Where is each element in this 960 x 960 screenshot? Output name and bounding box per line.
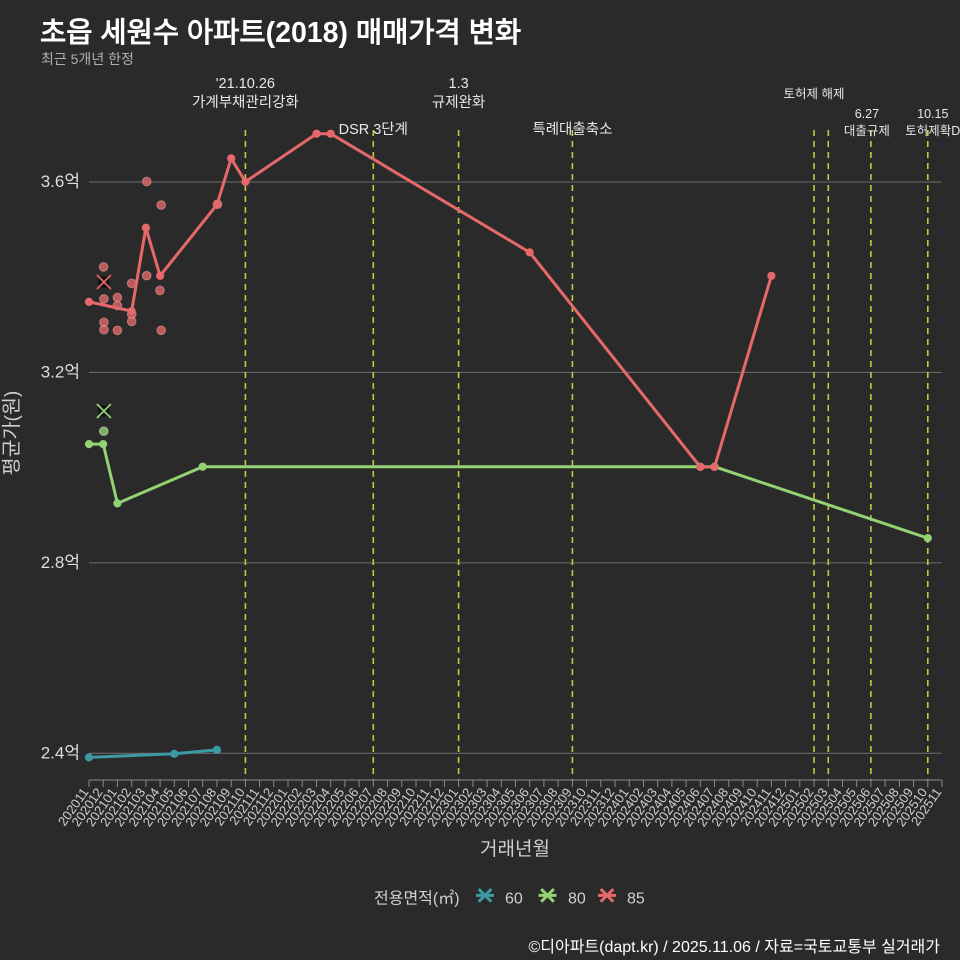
svg-text:DSR 3단계: DSR 3단계 <box>339 121 408 138</box>
svg-text:거래년월: 거래년월 <box>480 838 550 860</box>
svg-text:특례대출축소: 특례대출축소 <box>532 121 612 138</box>
svg-text:85: 85 <box>627 890 645 907</box>
svg-text:6.27: 6.27 <box>855 107 879 121</box>
svg-text:1.3: 1.3 <box>449 76 469 92</box>
svg-text:평균가(원): 평균가(원) <box>1 391 23 476</box>
svg-text:3.2억: 3.2억 <box>41 362 80 381</box>
svg-text:80: 80 <box>568 890 586 907</box>
svg-text:가계부채관리강화: 가계부채관리강화 <box>192 94 299 111</box>
svg-text:'21.10.26: '21.10.26 <box>216 76 275 92</box>
svg-text:3.6억: 3.6억 <box>41 172 80 191</box>
svg-text:2.4억: 2.4억 <box>41 743 80 762</box>
svg-text:토허제 해제: 토허제 해제 <box>784 87 845 101</box>
svg-text:토허제확D: 토허제확D <box>905 124 960 138</box>
svg-text:©디아파트(dapt.kr) / 2025.11.06 /: ©디아파트(dapt.kr) / 2025.11.06 / 자료=국토교통부 실… <box>528 938 940 956</box>
svg-text:60: 60 <box>505 890 523 907</box>
svg-text:대출규제: 대출규제 <box>844 124 890 138</box>
svg-text:전용면적(㎡): 전용면적(㎡) <box>374 889 460 907</box>
svg-text:10.15: 10.15 <box>917 107 948 121</box>
svg-text:규제완화: 규제완화 <box>432 94 485 111</box>
svg-text:2.8억: 2.8억 <box>41 553 80 572</box>
